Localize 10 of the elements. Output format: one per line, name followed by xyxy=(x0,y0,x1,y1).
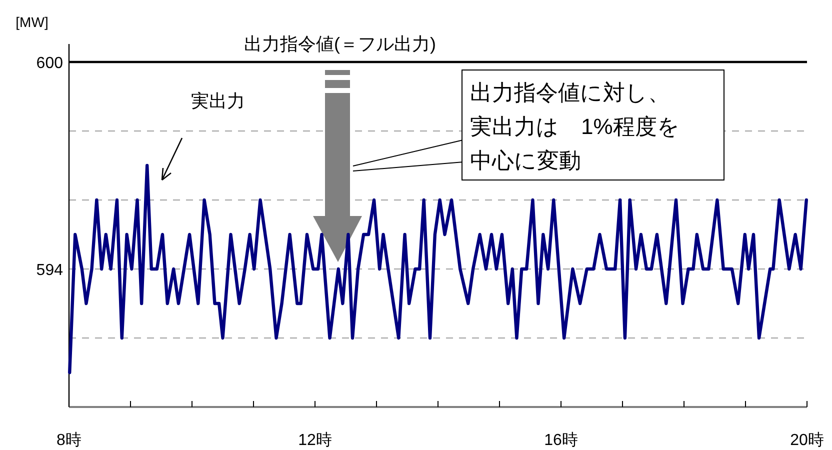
x-tick-label: 20時 xyxy=(790,431,824,449)
annotation: 実出力 xyxy=(191,91,245,111)
x-tick-label: 8時 xyxy=(56,431,82,449)
y-axis-title: [MW] xyxy=(16,14,48,30)
ref-line-label: 出力指令値(＝フル出力) xyxy=(244,34,436,54)
annotation: 出力指令値に対し、実出力は 1%程度を中心に変動 xyxy=(470,80,680,173)
x-tick-label: 16時 xyxy=(544,431,578,449)
y-tick-label: 594 xyxy=(36,262,64,279)
x-tick-label: 12時 xyxy=(298,431,332,449)
y-tick-label: 600 xyxy=(36,55,64,72)
